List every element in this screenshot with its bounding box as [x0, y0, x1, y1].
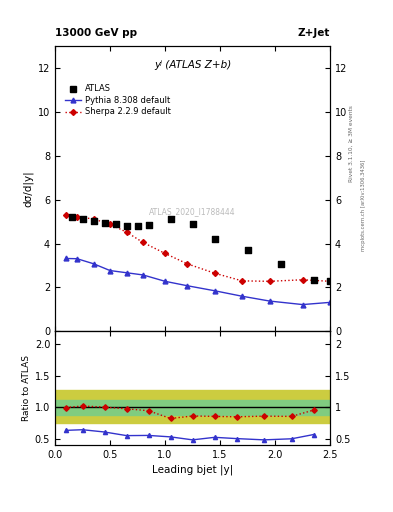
Sherpa 2.2.9 default: [108, 221, 112, 227]
Pythia 8.308 default: [267, 298, 272, 304]
Line: Sherpa 2.2.9 default: Sherpa 2.2.9 default: [64, 214, 332, 283]
Pythia 8.308 default: [185, 283, 189, 289]
Sherpa 2.2.9 default: [64, 212, 68, 219]
ATLAS: [145, 221, 152, 229]
Sherpa 2.2.9 default: [75, 214, 79, 220]
Pythia 8.308 default: [300, 302, 305, 308]
Line: Pythia 8.308 default: Pythia 8.308 default: [64, 256, 332, 307]
Sherpa 2.2.9 default: [240, 278, 244, 284]
Pythia 8.308 default: [212, 288, 217, 294]
ATLAS: [310, 276, 317, 285]
Legend: ATLAS, Pythia 8.308 default, Sherpa 2.2.9 default: ATLAS, Pythia 8.308 default, Sherpa 2.2.…: [65, 84, 171, 116]
Pythia 8.308 default: [141, 272, 145, 278]
ATLAS: [79, 215, 86, 223]
Sherpa 2.2.9 default: [328, 278, 332, 284]
Sherpa 2.2.9 default: [300, 276, 305, 283]
Sherpa 2.2.9 default: [212, 270, 217, 276]
Sherpa 2.2.9 default: [124, 229, 129, 235]
ATLAS: [123, 222, 130, 230]
Sherpa 2.2.9 default: [163, 250, 167, 257]
ATLAS: [68, 212, 75, 221]
Pythia 8.308 default: [328, 300, 332, 306]
Text: mcplots.cern.ch [arXiv:1306.3436]: mcplots.cern.ch [arXiv:1306.3436]: [361, 159, 366, 250]
ATLAS: [167, 216, 174, 224]
Text: yʲ (ATLAS Z+b): yʲ (ATLAS Z+b): [154, 60, 231, 70]
Text: Rivet 3.1.10, ≥ 3M events: Rivet 3.1.10, ≥ 3M events: [349, 105, 354, 182]
Y-axis label: dσ/d|y|: dσ/d|y|: [23, 170, 34, 207]
X-axis label: Leading bjet |y|: Leading bjet |y|: [152, 464, 233, 475]
Pythia 8.308 default: [124, 270, 129, 276]
Sherpa 2.2.9 default: [141, 240, 145, 246]
Text: ATLAS_2020_I1788444: ATLAS_2020_I1788444: [149, 207, 236, 216]
Text: Z+Jet: Z+Jet: [298, 28, 330, 38]
ATLAS: [327, 277, 333, 285]
Pythia 8.308 default: [91, 261, 96, 267]
Pythia 8.308 default: [75, 255, 79, 262]
Y-axis label: Ratio to ATLAS: Ratio to ATLAS: [22, 355, 31, 421]
ATLAS: [101, 219, 108, 227]
Sherpa 2.2.9 default: [267, 278, 272, 284]
Pythia 8.308 default: [240, 293, 244, 300]
ATLAS: [277, 260, 284, 268]
Sherpa 2.2.9 default: [91, 216, 96, 222]
ATLAS: [211, 234, 218, 243]
ATLAS: [112, 220, 119, 228]
Text: 13000 GeV pp: 13000 GeV pp: [55, 28, 137, 38]
ATLAS: [134, 222, 141, 230]
ATLAS: [244, 246, 251, 254]
Pythia 8.308 default: [108, 267, 112, 273]
ATLAS: [90, 217, 97, 225]
Pythia 8.308 default: [163, 278, 167, 284]
Pythia 8.308 default: [64, 255, 68, 262]
ATLAS: [189, 220, 196, 228]
Sherpa 2.2.9 default: [185, 261, 189, 267]
